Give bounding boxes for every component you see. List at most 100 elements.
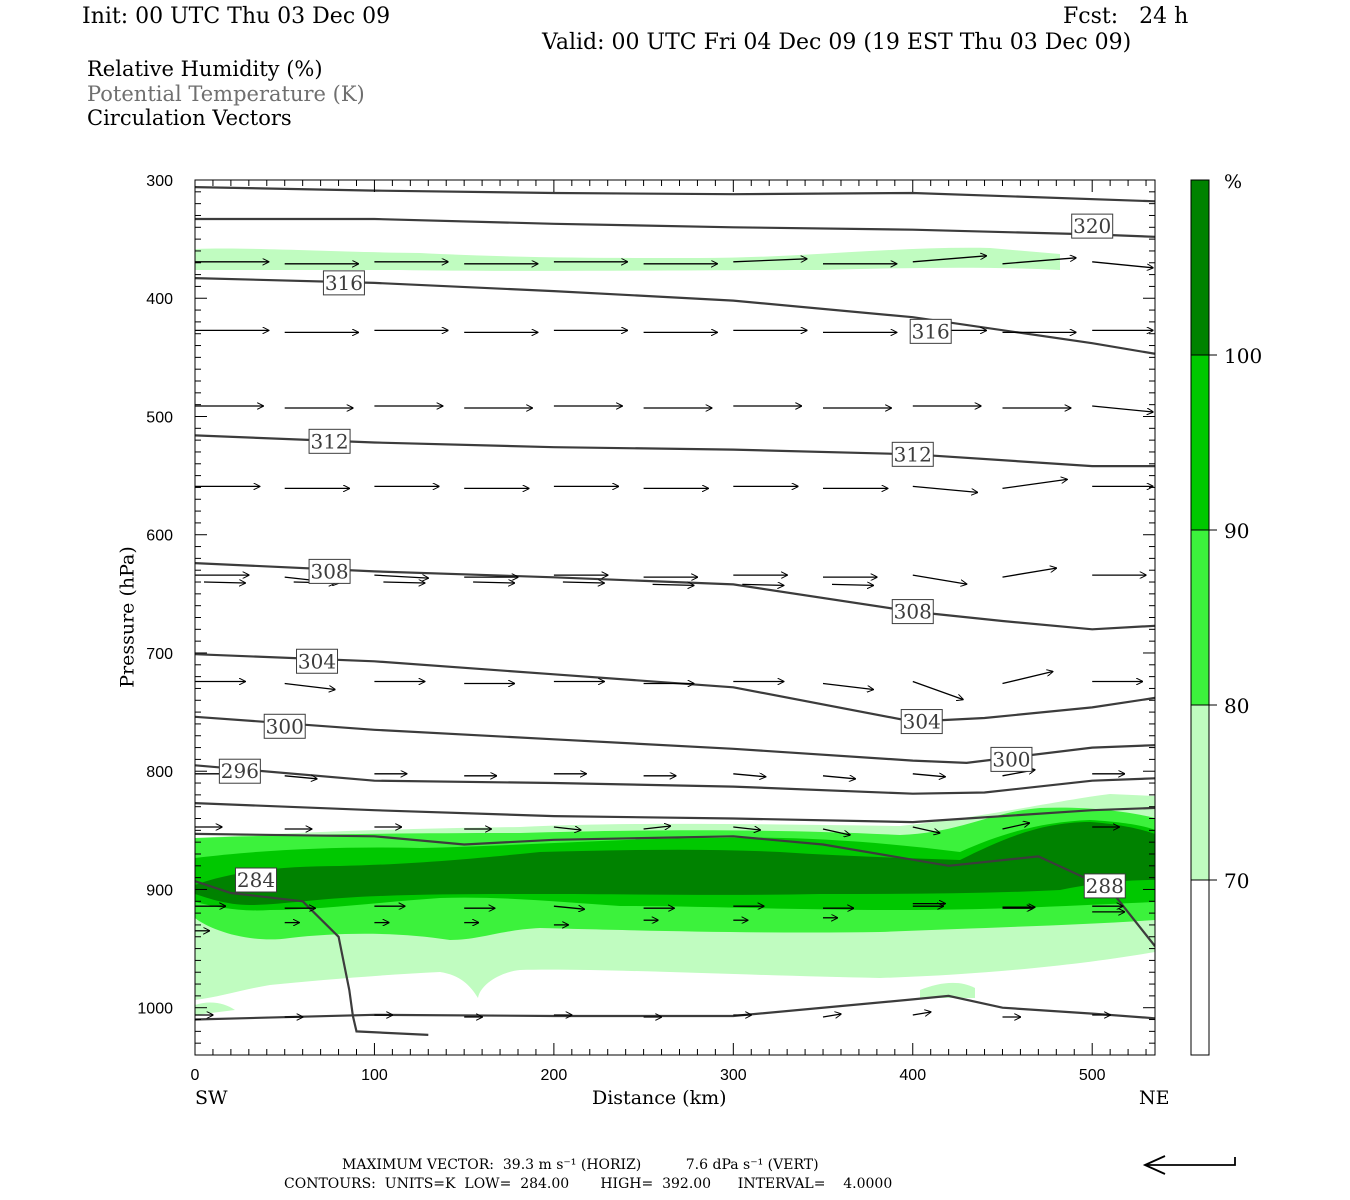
circulation-vector	[553, 906, 585, 909]
x-tick-label: 200	[541, 1067, 568, 1084]
y-axis-title: Pressure (hPa)	[116, 546, 139, 688]
circulation-vector	[284, 682, 335, 690]
circulation-vector	[203, 582, 245, 583]
circulation-vector	[912, 256, 987, 263]
circulation-vector	[733, 774, 765, 777]
colorbar-label: 80	[1224, 694, 1249, 718]
theta-contour-288	[195, 832, 1155, 947]
circulation-vector	[912, 485, 978, 492]
x-axis-left-label: SW	[195, 1087, 228, 1109]
y-tick-label: 300	[146, 173, 173, 190]
circulation-vector	[1002, 823, 1030, 830]
x-tick-label: 100	[361, 1067, 388, 1084]
contour-label: 312	[894, 442, 932, 466]
circulation-vector	[733, 259, 807, 262]
circulation-vector	[822, 776, 855, 779]
forecast-hour: Fcst: 24 h	[1063, 4, 1189, 29]
circulation-vector	[733, 827, 760, 830]
circulation-vector	[652, 584, 694, 585]
theta-contours	[195, 186, 1155, 1036]
circulation-vector	[1002, 672, 1053, 685]
theta-contour-284	[195, 880, 429, 1036]
reference-vector-icon	[1142, 1155, 1236, 1175]
y-tick-label: 400	[146, 291, 173, 308]
theta-contour-300	[195, 715, 1155, 765]
colorbar-segment	[1190, 179, 1210, 356]
circulation-vector	[912, 1012, 931, 1015]
contour-label: 316	[912, 319, 950, 343]
circulation-vector	[822, 828, 850, 835]
contour-label-box	[235, 867, 278, 893]
contour-label-box	[263, 713, 306, 739]
axis-ticks: 300 400 500 600 700 800 900 1000 0 100 200 300 400 50…	[137, 173, 1155, 1084]
contour-label-box	[296, 648, 339, 674]
theta-contour-304	[195, 653, 1155, 723]
circulation-vector	[1002, 479, 1068, 490]
circulation-vector	[822, 682, 873, 690]
circulation-vector	[912, 774, 945, 777]
theta-contour-320	[195, 217, 1155, 238]
contour-label-box	[900, 709, 943, 735]
contour-label: 304	[298, 649, 336, 673]
contour-label-box	[1083, 873, 1126, 899]
colorbar-unit: %	[1224, 171, 1242, 193]
x-tick-label: 0	[191, 1067, 200, 1084]
circulation-vector	[562, 582, 604, 583]
theta-contour-unlabeled-8	[195, 802, 1155, 824]
circulation-vector	[831, 584, 873, 585]
theta-contour-308	[195, 562, 1155, 631]
circulation-vector	[1092, 261, 1153, 268]
contour-label: 308	[310, 559, 348, 583]
contour-info: CONTOURS: UNITS=K LOW= 284.00 HIGH= 392.…	[284, 1176, 893, 1192]
colorbar-segment	[1190, 354, 1210, 531]
colorbar-label: 90	[1224, 519, 1249, 543]
y-tick-label: 500	[146, 409, 173, 426]
y-tick-label: 1000	[137, 1001, 173, 1018]
contour-label: 316	[325, 271, 363, 295]
x-tick-label: 400	[899, 1067, 926, 1084]
legend-rh: Relative Humidity (%)	[87, 57, 323, 81]
contour-label: 288	[1086, 874, 1124, 898]
rh-100-band	[195, 822, 1155, 905]
circulation-vector	[284, 776, 317, 779]
legend-vectors: Circulation Vectors	[87, 106, 292, 130]
contour-label: 296	[221, 759, 259, 783]
contour-label: 320	[1073, 214, 1111, 238]
contour-label: 304	[903, 710, 941, 734]
contour-label-box	[218, 758, 261, 784]
theta-contour-296	[195, 764, 1155, 795]
colorbar-segment	[1190, 704, 1210, 881]
contour-label-box	[891, 599, 934, 625]
circulation-vector	[1092, 405, 1153, 412]
rh-70-band-upper	[195, 247, 1060, 271]
valid-time: Valid: 00 UTC Fri 04 Dec 09 (19 EST Thu …	[542, 30, 1132, 55]
contour-label-box	[308, 558, 351, 584]
circulation-vector	[912, 574, 967, 584]
contour-labels: 284 288 296 300 304 308 312 316 320 316 312 308 304 3…	[218, 213, 1126, 899]
rh-70-spot	[195, 982, 975, 1015]
circulation-vectors	[195, 256, 1153, 1017]
rh-shading	[195, 247, 1155, 1015]
circulation-vector	[643, 826, 671, 829]
theta-contour-312	[195, 434, 1155, 468]
contour-label: 300	[266, 714, 304, 738]
theta-contour-316	[195, 277, 1155, 355]
colorbar-label: 70	[1224, 869, 1249, 893]
contour-label-box	[990, 746, 1033, 772]
circulation-vector	[383, 582, 424, 583]
y-tick-label: 700	[146, 646, 173, 663]
y-tick-label: 600	[146, 528, 173, 545]
circulation-vector	[374, 575, 428, 578]
circulation-vector	[822, 1014, 841, 1017]
x-axis-right-label: NE	[1139, 1087, 1170, 1109]
contour-label: 308	[894, 600, 932, 624]
init-time: Init: 00 UTC Thu 03 Dec 09	[82, 4, 391, 29]
contour-label: 312	[310, 429, 348, 453]
contour-label-box	[891, 441, 934, 467]
circulation-vector	[553, 827, 581, 830]
circulation-vector	[1002, 258, 1077, 265]
circulation-vector	[1002, 568, 1057, 578]
circulation-vector	[473, 582, 514, 583]
contour-label-box	[1071, 213, 1114, 239]
